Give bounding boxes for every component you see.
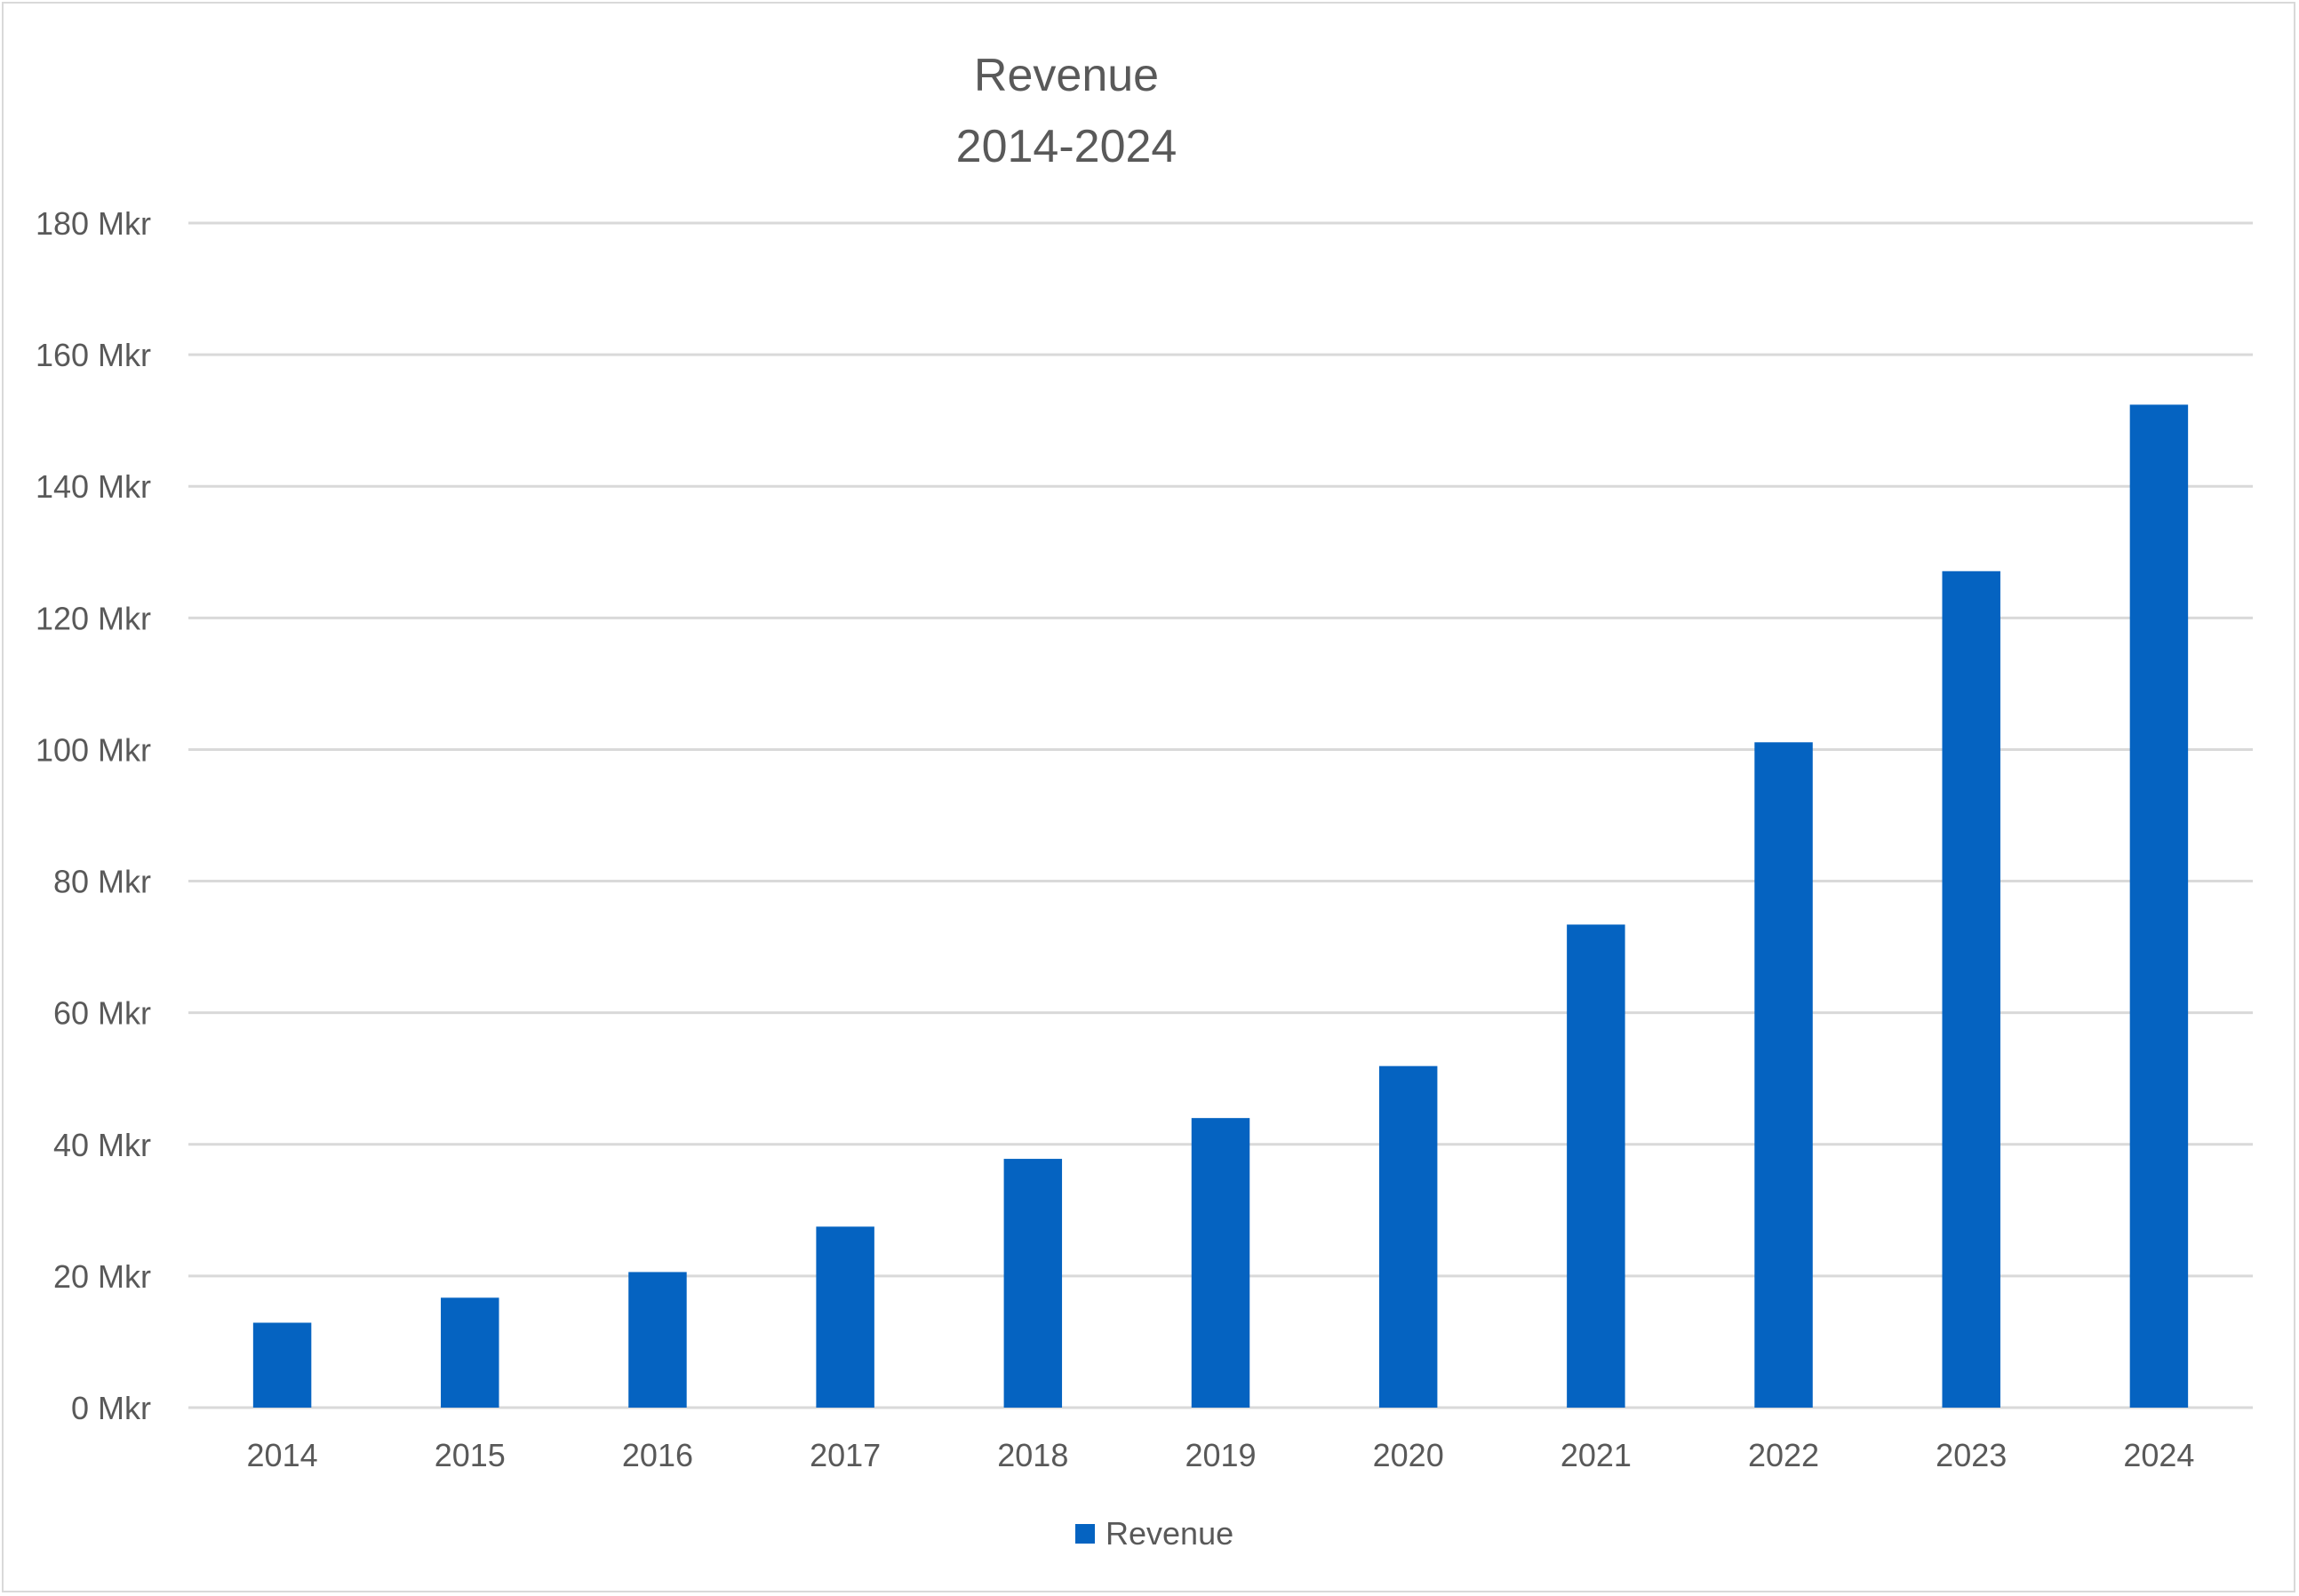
- y-tick-label: 160 Mkr: [36, 337, 151, 373]
- bar: [1754, 742, 1813, 1408]
- y-tick-label: 80 Mkr: [53, 864, 151, 900]
- x-tick-label: 2021: [1561, 1437, 1632, 1473]
- bar: [1003, 1159, 1063, 1408]
- y-tick-label: 140 Mkr: [36, 468, 151, 505]
- bar: [1942, 571, 2000, 1408]
- x-tick-label: 2015: [435, 1437, 506, 1473]
- y-tick-label: 60 Mkr: [53, 995, 151, 1032]
- y-tick-label: 0 Mkr: [71, 1390, 151, 1426]
- x-tick-label: 2022: [1748, 1437, 1819, 1473]
- x-tick-label: 2014: [247, 1437, 318, 1473]
- x-tick-label: 2016: [622, 1437, 693, 1473]
- chart-title: Revenue: [973, 50, 1160, 101]
- bar: [2129, 404, 2189, 1408]
- x-tick-label: 2018: [997, 1437, 1068, 1473]
- x-tick-label: 2020: [1373, 1437, 1444, 1473]
- bar: [1378, 1065, 1438, 1408]
- bar: [628, 1272, 687, 1408]
- y-tick-label: 180 Mkr: [36, 205, 151, 242]
- bar: [1567, 924, 1625, 1408]
- chart-subtitle: 2014-2024: [955, 121, 1177, 172]
- x-tick-label: 2019: [1185, 1437, 1256, 1473]
- x-tick-label: 2023: [1936, 1437, 2007, 1473]
- bar: [252, 1322, 312, 1408]
- bar: [441, 1297, 499, 1408]
- y-tick-label: 40 Mkr: [53, 1127, 151, 1163]
- y-tick-label: 120 Mkr: [36, 600, 151, 636]
- y-tick-label: 20 Mkr: [53, 1258, 151, 1295]
- bar: [1191, 1118, 1250, 1408]
- legend-label: Revenue: [1106, 1515, 1234, 1552]
- legend-swatch: [1075, 1524, 1095, 1544]
- x-tick-label: 2024: [2123, 1437, 2194, 1473]
- x-tick-label: 2017: [810, 1437, 881, 1473]
- bar: [816, 1226, 874, 1408]
- y-tick-label: 100 Mkr: [36, 731, 151, 768]
- legend: Revenue: [1075, 1515, 1233, 1552]
